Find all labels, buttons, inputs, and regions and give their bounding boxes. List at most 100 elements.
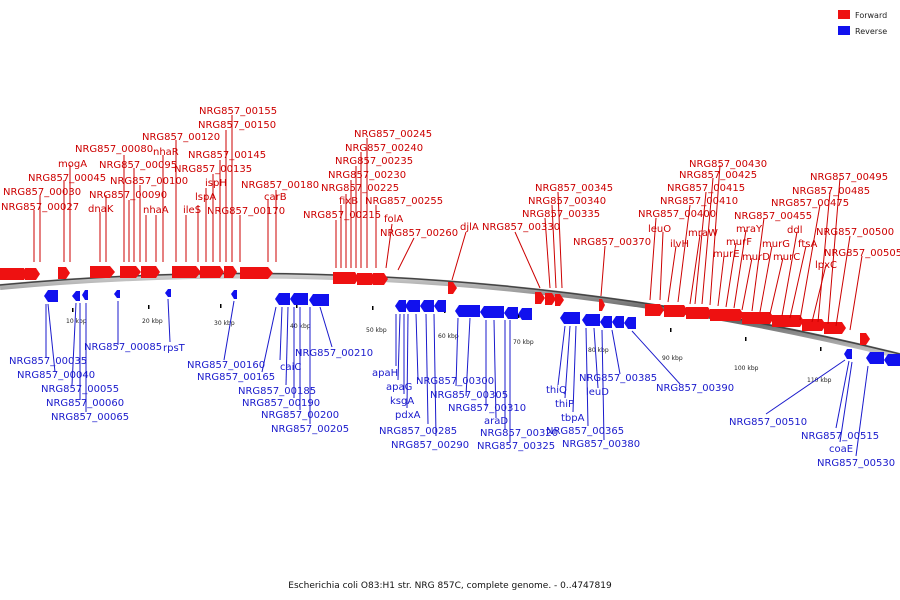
forward-gene[interactable] bbox=[224, 266, 237, 278]
gene-label: murF bbox=[726, 237, 752, 248]
reverse-gene[interactable] bbox=[560, 312, 580, 324]
reverse-gene[interactable] bbox=[44, 290, 58, 302]
gene-label: NRG857_00030 bbox=[3, 187, 81, 198]
forward-gene[interactable] bbox=[802, 319, 826, 331]
reverse-gene[interactable] bbox=[114, 290, 120, 298]
reverse-gene[interactable] bbox=[455, 305, 480, 317]
forward-gene[interactable] bbox=[240, 267, 273, 279]
gene-label: NRG857_00365 bbox=[546, 426, 624, 437]
forward-gene[interactable] bbox=[645, 304, 664, 316]
gene-label: NRG857_00285 bbox=[379, 426, 457, 437]
figure-caption: Escherichia coli O83:H1 str. NRG 857C, c… bbox=[288, 581, 612, 591]
reverse-gene[interactable] bbox=[518, 308, 532, 320]
reverse-gene[interactable] bbox=[275, 293, 290, 305]
forward-gene[interactable] bbox=[860, 333, 870, 345]
gene-label: NRG857_00330 bbox=[482, 222, 560, 233]
reverse-gene[interactable] bbox=[290, 293, 308, 305]
gene-label: leuO bbox=[648, 224, 671, 235]
reverse-gene[interactable] bbox=[165, 289, 171, 297]
gene-label: ileS bbox=[183, 205, 201, 216]
gene-label: NRG857_00090 bbox=[89, 190, 167, 201]
reverse-gene[interactable] bbox=[434, 300, 446, 312]
forward-gene[interactable] bbox=[172, 266, 201, 278]
gene-label: murE bbox=[713, 249, 740, 260]
forward-gene[interactable] bbox=[710, 309, 744, 321]
forward-gene[interactable] bbox=[824, 322, 846, 334]
gene-label: NRG857_00380 bbox=[562, 439, 640, 450]
svg-text:30 kbp: 30 kbp bbox=[214, 320, 235, 327]
scale-tick-110kbp: 110 kbp bbox=[807, 347, 832, 384]
forward-gene[interactable] bbox=[200, 266, 224, 278]
reverse-gene[interactable] bbox=[405, 300, 420, 312]
gene-label: NRG857_00080 bbox=[75, 144, 153, 155]
reverse-gene-arrows bbox=[44, 289, 900, 366]
gene-label: dnaK bbox=[88, 204, 114, 215]
forward-gene[interactable] bbox=[141, 266, 160, 278]
forward-gene[interactable] bbox=[120, 266, 141, 278]
gene-label: NRG857_00155 bbox=[199, 106, 277, 117]
legend-item-forward: Forward bbox=[838, 10, 887, 20]
gene-label: carB bbox=[264, 192, 287, 203]
forward-gene[interactable] bbox=[535, 292, 545, 304]
reverse-gene[interactable] bbox=[844, 349, 852, 359]
forward-gene[interactable] bbox=[448, 282, 457, 294]
gene-label: nhaR bbox=[153, 147, 179, 158]
forward-gene[interactable] bbox=[333, 272, 359, 284]
gene-label: pdxA bbox=[395, 410, 421, 421]
gene-label: thiQ bbox=[546, 385, 567, 396]
reverse-gene[interactable] bbox=[582, 314, 600, 326]
forward-gene[interactable] bbox=[58, 267, 70, 279]
forward-gene[interactable] bbox=[686, 307, 712, 319]
reverse-gene[interactable] bbox=[72, 291, 80, 301]
reverse-gene[interactable] bbox=[600, 316, 612, 328]
forward-gene[interactable] bbox=[357, 273, 376, 285]
gene-label: NRG857_00400 bbox=[638, 209, 716, 220]
gene-label: NRG857_00290 bbox=[391, 440, 469, 451]
forward-gene[interactable] bbox=[742, 312, 774, 324]
gene-label: NRG857_00160 bbox=[187, 360, 265, 371]
forward-gene[interactable] bbox=[772, 315, 804, 327]
gene-label: NRG857_00180 bbox=[241, 180, 319, 191]
reverse-gene[interactable] bbox=[420, 300, 434, 312]
forward-gene[interactable] bbox=[90, 266, 115, 278]
reverse-gene[interactable] bbox=[624, 317, 636, 329]
forward-gene[interactable] bbox=[373, 273, 388, 285]
gene-label: NRG857_00170 bbox=[207, 206, 285, 217]
legend-item-reverse: Reverse bbox=[838, 26, 887, 36]
gene-label: NRG857_00215 bbox=[303, 210, 381, 221]
gene-label: ilvH bbox=[670, 239, 689, 250]
reverse-gene[interactable] bbox=[395, 300, 406, 312]
gene-label: tbpA bbox=[561, 413, 585, 424]
gene-label: NRG857_00425 bbox=[679, 170, 757, 181]
gene-label: lspA bbox=[195, 192, 216, 203]
forward-gene[interactable] bbox=[664, 305, 688, 317]
reverse-gene[interactable] bbox=[866, 352, 884, 364]
reverse-gene-labels: NRG857_00035 NRG857_00040 NRG857_00055 N… bbox=[9, 342, 895, 469]
reverse-gene[interactable] bbox=[504, 307, 518, 319]
gene-label: folA bbox=[384, 214, 403, 225]
gene-label: NRG857_00255 bbox=[365, 196, 443, 207]
forward-gene[interactable] bbox=[545, 293, 556, 305]
forward-gene[interactable] bbox=[25, 268, 40, 280]
svg-text:20 kbp: 20 kbp bbox=[142, 318, 163, 325]
legend: Forward Reverse bbox=[838, 10, 887, 36]
gene-label: araD bbox=[484, 416, 508, 427]
reverse-swatch bbox=[838, 26, 850, 35]
gene-label: apaH bbox=[372, 368, 398, 379]
gene-label: NRG857_00240 bbox=[345, 143, 423, 154]
forward-gene[interactable] bbox=[555, 294, 564, 306]
reverse-gene[interactable] bbox=[884, 354, 900, 366]
forward-gene[interactable] bbox=[599, 299, 605, 311]
forward-gene[interactable] bbox=[0, 268, 28, 280]
gene-label: NRG857_00095 bbox=[99, 160, 177, 171]
reverse-gene[interactable] bbox=[82, 290, 88, 300]
svg-text:70 kbp: 70 kbp bbox=[513, 339, 534, 346]
reverse-gene[interactable] bbox=[480, 306, 504, 318]
reverse-gene[interactable] bbox=[231, 290, 237, 299]
reverse-gene[interactable] bbox=[612, 316, 624, 328]
gene-label: NRG857_00430 bbox=[689, 159, 767, 170]
reverse-leader-lines bbox=[45, 298, 869, 457]
reverse-gene[interactable] bbox=[309, 294, 329, 306]
forward-leader-lines bbox=[33, 115, 863, 331]
